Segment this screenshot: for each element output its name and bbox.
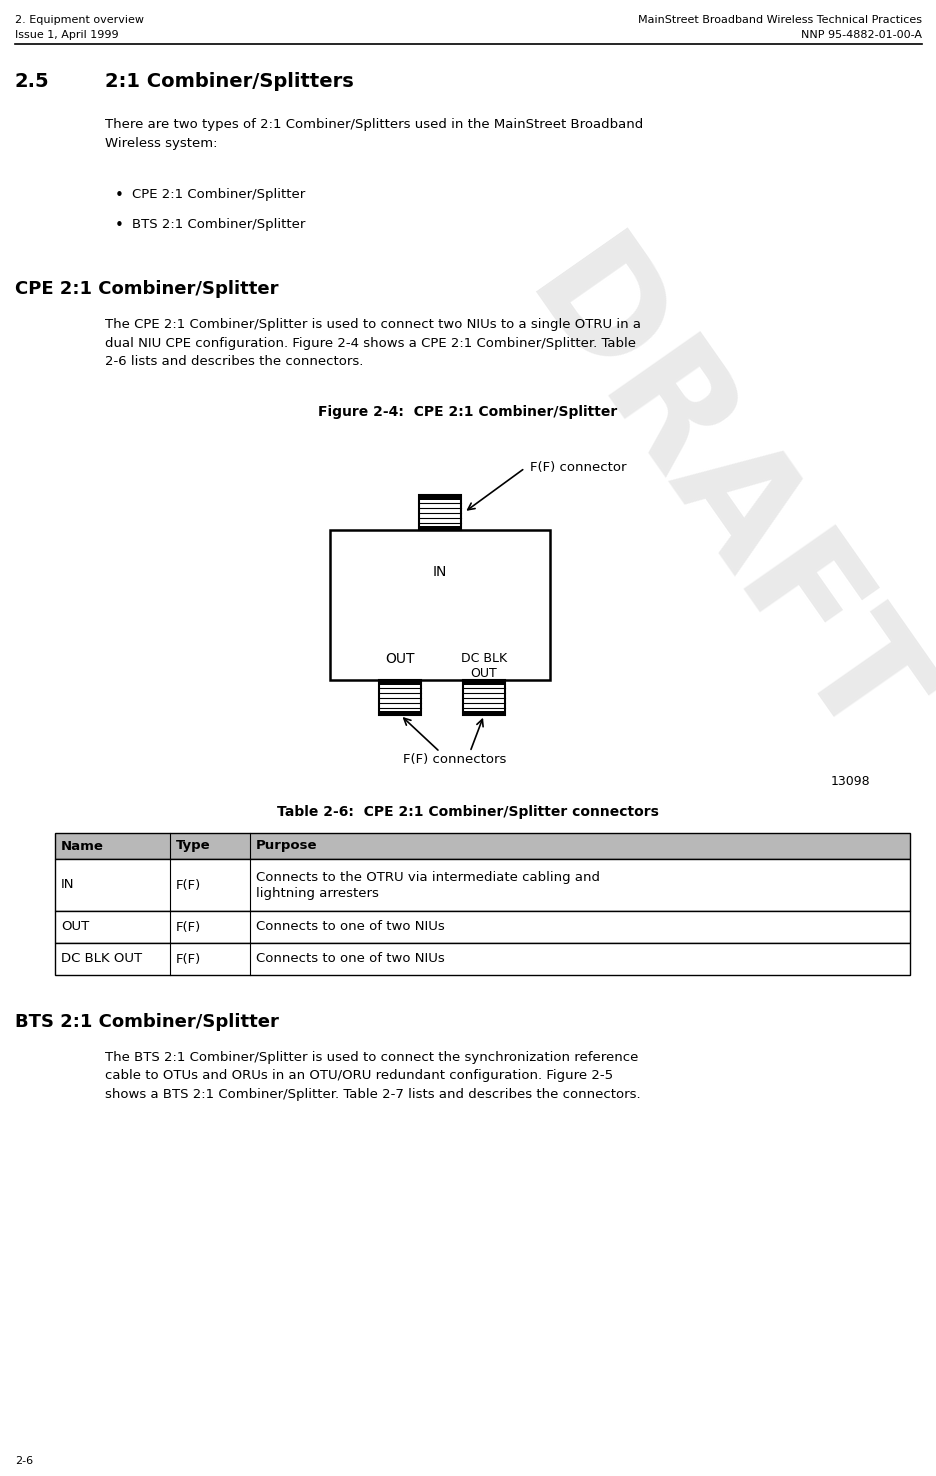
Bar [418,494,461,530]
Text: DC BLK OUT: DC BLK OUT [61,952,142,965]
Text: MainStreet Broadband Wireless Technical Practices: MainStreet Broadband Wireless Technical … [637,15,921,25]
Text: Connects to one of two NIUs: Connects to one of two NIUs [256,921,445,933]
Text: OUT: OUT [386,652,415,666]
Text: F(F): F(F) [176,921,201,933]
Text: BTS 2:1 Combiner/Splitter: BTS 2:1 Combiner/Splitter [15,1013,279,1032]
Text: Connects to the OTRU via intermediate cabling and: Connects to the OTRU via intermediate ca… [256,871,599,884]
Bar [418,525,461,530]
Text: F(F) connectors: F(F) connectors [402,754,506,766]
Text: The BTS 2:1 Combiner/Splitter is used to connect the synchronization reference
c: The BTS 2:1 Combiner/Splitter is used to… [105,1051,640,1101]
Bar [379,711,421,714]
Text: •: • [115,187,124,204]
Bar [379,680,421,714]
Text: CPE 2:1 Combiner/Splitter: CPE 2:1 Combiner/Splitter [132,187,305,201]
Bar [418,496,461,500]
Bar [462,680,505,714]
Text: There are two types of 2:1 Combiner/Splitters used in the MainStreet Broadband
W: There are two types of 2:1 Combiner/Spli… [105,118,642,149]
Text: Connects to one of two NIUs: Connects to one of two NIUs [256,952,445,965]
Text: F(F): F(F) [176,878,201,892]
Text: 2.5: 2.5 [15,72,50,92]
Text: DC BLK
OUT: DC BLK OUT [461,652,506,680]
Text: IN: IN [61,878,75,892]
Bar [55,943,909,976]
Text: Purpose: Purpose [256,840,317,853]
Text: 2:1 Combiner/Splitters: 2:1 Combiner/Splitters [105,72,354,92]
Text: lightning arresters: lightning arresters [256,887,378,900]
Bar [462,680,505,685]
Text: NNP 95-4882-01-00-A: NNP 95-4882-01-00-A [800,30,921,40]
Bar [329,530,549,680]
Text: 2-6: 2-6 [15,1455,33,1466]
Text: DRAFT: DRAFT [494,223,936,776]
Text: The CPE 2:1 Combiner/Splitter is used to connect two NIUs to a single OTRU in a
: The CPE 2:1 Combiner/Splitter is used to… [105,317,640,368]
Text: Type: Type [176,840,211,853]
Text: •: • [115,218,124,233]
Bar [462,680,505,714]
Text: Issue 1, April 1999: Issue 1, April 1999 [15,30,119,40]
Bar [55,832,909,859]
Text: Table 2-6:  CPE 2:1 Combiner/Splitter connectors: Table 2-6: CPE 2:1 Combiner/Splitter con… [277,804,658,819]
Bar [418,494,461,530]
Bar [379,680,421,685]
Bar [55,911,909,943]
Text: F(F): F(F) [176,952,201,965]
Text: OUT: OUT [61,921,89,933]
Text: CPE 2:1 Combiner/Splitter: CPE 2:1 Combiner/Splitter [15,280,278,298]
Text: Figure 2-4:  CPE 2:1 Combiner/Splitter: Figure 2-4: CPE 2:1 Combiner/Splitter [318,404,617,419]
Text: 2. Equipment overview: 2. Equipment overview [15,15,144,25]
Bar [379,680,421,714]
Text: IN: IN [432,565,446,579]
Bar [55,859,909,911]
Text: 13098: 13098 [829,775,869,788]
Bar [462,711,505,714]
Text: Name: Name [61,840,104,853]
Text: F(F) connector: F(F) connector [530,462,626,474]
Text: BTS 2:1 Combiner/Splitter: BTS 2:1 Combiner/Splitter [132,218,305,232]
